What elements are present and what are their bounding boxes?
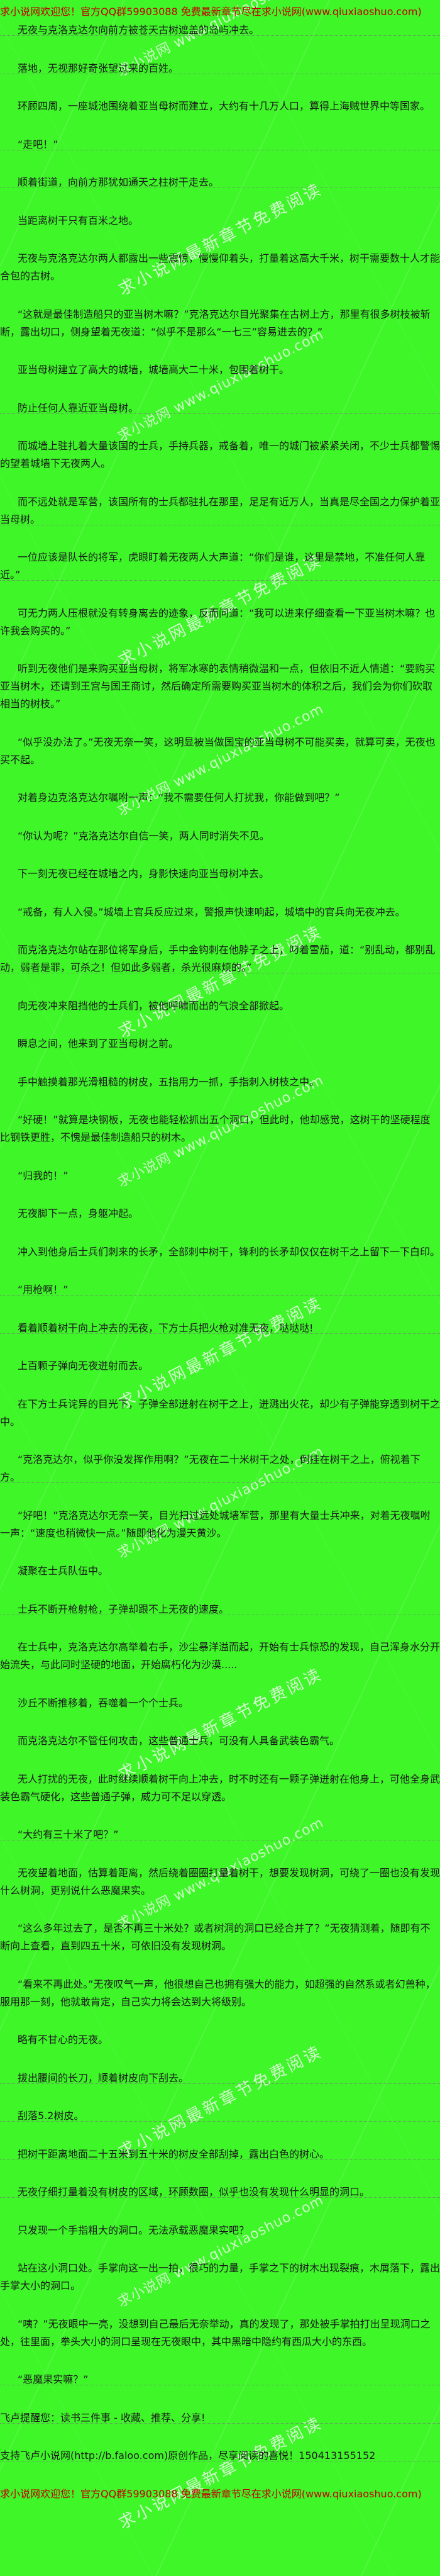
paragraph-list: 无夜与克洛克达尔向前方被苍天古树遮盖的岛屿冲去。 落地，无视那好奇张望过来的百姓。… [0, 21, 440, 2503]
novel-content: 求小说网欢迎您！官方QQ群59903088 免费最新章节尽在求小说网(www.q… [0, 6, 440, 2503]
novel-paragraph: 无夜与克洛克达尔向前方被苍天古树遮盖的岛屿冲去。 [0, 21, 440, 39]
novel-paragraph: “归我的！” [18, 1169, 69, 1182]
novel-paragraph: 无夜与克洛克达尔两人都露出一些震惊，慢慢仰着头，打量着这高大千米，树干需要数十人… [0, 252, 440, 282]
novel-paragraph: 向无夜冲来阻挡他的士兵们，被他呼啸而出的气浪全部掀起。 [18, 999, 290, 1012]
novel-paragraph: 亚当母树建立了高大的城墙，城墙高大二十米，包围着树干。 [18, 364, 290, 376]
novel-paragraph: 而城墙上驻扎着大量该国的士兵，手持兵器，戒备着，唯一的城门被紧紧关闭，不少士兵都… [0, 440, 440, 469]
novel-paragraph: 士兵不断开枪射枪，子弹却跟不上无夜的速度。 [0, 1601, 440, 1618]
novel-paragraph: 瞬息之间，他来到了亚当母树之前。 [18, 1038, 179, 1050]
novel-paragraph: 只发现一个手指粗大的洞口。无法承载恶魔果实吧？ [18, 2224, 250, 2236]
novel-paragraph: “好吧！”克洛克达尔无奈一笑，目光扫过远处城墙军营，那里有大量士兵冲来，对着无夜… [0, 1509, 431, 1539]
novel-paragraph: “你认为呢？”克洛克达尔自信一笑，两人同时消失不见。 [18, 829, 270, 842]
faloo-notice-line: 飞卢提醒您：读书三件事 - 收藏、推荐、分享! [0, 2409, 440, 2427]
novel-paragraph: 手中触摸着那光滑粗糙的树皮，五指用力一抓，手指刺入树枝之中。 [18, 1075, 320, 1088]
novel-paragraph: “克洛克达尔，似乎你没发挥作用啊？”无夜在二十米树干之处，倒挂在树干之上，俯视着… [0, 1451, 440, 1486]
novel-paragraph: 一位应该是队长的将军，虎眼盯着无夜两人大声道：“你们是谁，这里是禁地，不准任何人… [0, 549, 440, 584]
novel-paragraph: 环顾四周，一座城池围绕着亚当母树而建立，大约有十几万人口，算得上海贼世界中等国家… [18, 100, 431, 112]
novel-paragraph: 落地，无视那好奇张望过来的百姓。 [0, 60, 440, 77]
novel-paragraph: 下一刻无夜已经在城墙之内，身影快速向亚当母树冲去。 [18, 868, 270, 880]
novel-paragraph: 沙丘不断推移着，吞噬着一个个士兵。 [18, 1696, 189, 1709]
novel-paragraph: “戒备，有人入侵。”城墙上官兵反应过来，警报声快速响起，城墙中的官兵向无夜冲去。 [18, 905, 405, 918]
novel-paragraph: 刮落5.2树皮。 [0, 2107, 440, 2125]
novel-paragraph: “恶魔果实嘛？” [0, 2371, 440, 2388]
novel-paragraph: “这就是最佳制造船只的亚当树木嘛？”克洛克达尔目光聚集在古树上方，那里有很多树枝… [0, 308, 431, 338]
novel-paragraph: “大约有三十米了吧？” [0, 1826, 440, 1844]
footer-ad-line: 求小说网欢迎您！官方QQ群59903088 免费最新章节尽在求小说网(www.q… [0, 2487, 422, 2500]
novel-paragraph: 凝聚在士兵队伍中。 [18, 1565, 109, 1577]
novel-paragraph: 当距离树干只有百米之地。 [18, 214, 139, 227]
novel-paragraph: 而克洛克达尔站在那位将军身后，手中金钩刺在他脖子之上，叼着雪茄，道：“别乱动，都… [0, 941, 440, 977]
novel-paragraph: 在士兵中，克洛克达尔高举着右手，沙尘暴洋溢而起，开始有士兵惊恐的发现，自己浑身水… [0, 1641, 440, 1671]
novel-paragraph: 无夜脚下一点，身躯冲起。 [18, 1207, 139, 1219]
novel-paragraph: 略有不甘心的无夜。 [18, 2034, 109, 2046]
novel-paragraph: 防止任何人靠近亚当母树。 [0, 400, 440, 417]
novel-paragraph: 对着身边克洛克达尔嘱咐一声：“我不需要任何人打扰我，你能做到吧？” [18, 792, 340, 804]
novel-paragraph: “用枪啊！” [0, 1281, 440, 1299]
novel-paragraph: 把树干距离地面二十五米到五十米的树皮全部刮掉，露出白色的树心。 [0, 2146, 440, 2163]
novel-paragraph: 而不远处就是军营，该国所有的士兵都驻扎在那里，足足有近万人，当真是尽全国之力保护… [0, 493, 440, 529]
novel-paragraph: 而克洛克达尔不管任何攻击，这些普通士兵，可没有人具备武装色霸气。 [18, 1735, 340, 1747]
novel-paragraph: “咦？”无夜眼中一亮，没想到自己最后无奈举动，真的发现了，那处被手掌拍打出呈现洞… [0, 2317, 431, 2348]
novel-paragraph: “走吧！” [0, 136, 440, 154]
novel-paragraph: 无夜望着地面，估算着距离，然后绕着圈圈打量着树干，想要发现树洞，可绕了一圈也没有… [0, 1866, 440, 1896]
novel-paragraph: 上百颗子弹向无夜迸射而去。 [18, 1360, 149, 1372]
novel-paragraph: “看来不再此处。”无夜叹气一声，他很想自己也拥有强大的能力，如超强的自然系或者幻… [0, 1978, 436, 2008]
novel-paragraph: “似乎没办法了。”无夜无奈一笑，这明显被当做国宝的亚当母树不可能买卖，就算可卖，… [0, 736, 436, 766]
novel-paragraph: 无人打扰的无夜，此时继续顺着树干向上冲去，时不时还有一颗子弹迸射在他身上，可他全… [0, 1772, 440, 1803]
faloo-notice-line: 支持飞卢小说网(http://b.faloo.com)原创作品，尽享阅读的喜悦！… [0, 2447, 440, 2465]
novel-paragraph: 冲入到他身后士兵们刺来的长矛，全部刺中树干，锋利的长矛却仅仅在树干之上留下一下白… [18, 1245, 440, 1258]
novel-paragraph: 顺着街道，向前方那犹如通天之柱树干走去。 [0, 174, 440, 191]
novel-paragraph: 无夜仔细打量着没有树皮的区域，环顾数圈，似乎也没有发现什么明显的洞口。 [0, 2183, 440, 2201]
novel-paragraph: “这么多年过去了，是否不再三十米处？或者树洞的洞口已经合并了？”无夜猜测着，随即… [0, 1922, 431, 1952]
novel-paragraph: 站在这小洞口处。手掌向这一出一拍，很巧的力量，手掌之下的树木出现裂痕，木屑落下，… [0, 2262, 440, 2292]
novel-paragraph: 在下方士兵诧异的目光下，子弹全部迸射在树干之上，迸溅出火花，却少有子弹能穿透到树… [0, 1397, 440, 1428]
novel-paragraph: 可无力两人压根就没有转身离去的迹象，反而问道：“我可以进来仔细查看一下亚当树木嘛… [0, 607, 436, 637]
novel-paragraph: 拔出腰间的长刀，顺着树皮向下刮去。 [0, 2069, 440, 2087]
header-ad-line: 求小说网欢迎您！官方QQ群59903088 免费最新章节尽在求小说网(www.q… [0, 6, 422, 18]
novel-paragraph: “好硬！”就算是块钢板，无夜也能轻松抓出五个洞口，但此时，他却感觉，这树干的坚硬… [0, 1114, 431, 1143]
novel-paragraph: 看着顺着树干向上冲去的无夜，下方士兵把火枪对准无夜，哒哒哒! [0, 1319, 440, 1337]
novel-paragraph: 听到无夜他们是来购买亚当母树，将军冰寒的表情稍微温和一点，但依旧不近人情道：“要… [0, 663, 436, 710]
